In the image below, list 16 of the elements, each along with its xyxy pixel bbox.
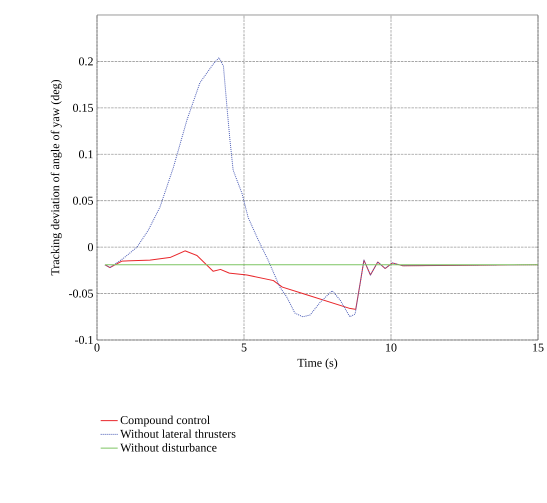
y-tick-label: 0.05 bbox=[73, 196, 94, 205]
y-axis-title: Tracking deviation of angle of yaw (deg) bbox=[50, 80, 62, 276]
legend-label: Without disturbance bbox=[120, 443, 217, 452]
y-tick-label: -0.05 bbox=[69, 290, 94, 298]
x-axis-title: Time (s) bbox=[298, 358, 338, 370]
x-tick-label: 5 bbox=[242, 344, 247, 352]
y-tick-label: 0 bbox=[88, 243, 94, 252]
x-tick-label: 0 bbox=[94, 344, 100, 352]
y-tick-label: 0.2 bbox=[78, 57, 93, 66]
legend-label: Compound control bbox=[120, 416, 210, 427]
legend-label: Without lateral thrusters bbox=[120, 429, 236, 438]
x-tick-label: 15 bbox=[533, 344, 544, 352]
y-tick-label: 0.15 bbox=[73, 104, 94, 112]
y-tick-label: 0.1 bbox=[78, 150, 93, 158]
x-tick-label: 10 bbox=[386, 344, 397, 352]
y-tick-label: -0.1 bbox=[74, 336, 93, 344]
